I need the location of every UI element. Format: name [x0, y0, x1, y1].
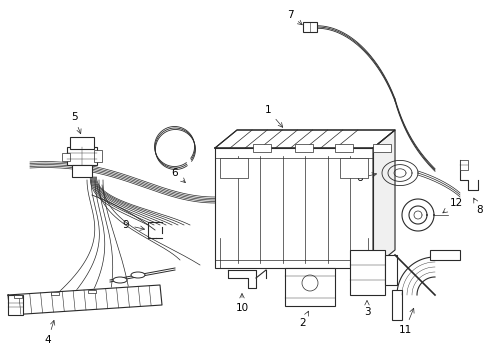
Text: 8: 8 [473, 198, 482, 215]
Text: 11: 11 [398, 308, 413, 335]
Text: 4: 4 [44, 320, 55, 345]
Bar [14, 295, 22, 298]
Bar [88, 290, 96, 293]
Bar [429, 250, 459, 260]
Bar [372, 144, 390, 152]
Bar [51, 292, 59, 295]
Bar [459, 160, 467, 170]
Text: 12: 12 [442, 198, 462, 213]
Bar [220, 158, 247, 178]
Text: 10: 10 [235, 293, 248, 313]
Bar [384, 255, 396, 285]
Text: 2: 2 [299, 311, 308, 328]
Polygon shape [215, 130, 394, 148]
Ellipse shape [113, 277, 127, 283]
Bar [334, 144, 352, 152]
Text: 5: 5 [71, 112, 81, 134]
Bar [339, 158, 367, 178]
Bar [70, 137, 94, 149]
Polygon shape [372, 130, 394, 268]
Text: 6: 6 [356, 173, 376, 183]
Text: 9: 9 [122, 220, 144, 230]
Text: 6: 6 [171, 168, 185, 183]
Circle shape [302, 275, 317, 291]
Polygon shape [396, 257, 434, 295]
Bar [252, 144, 270, 152]
Bar [391, 290, 401, 320]
Bar [67, 147, 97, 165]
Bar [94, 150, 102, 162]
Text: 3: 3 [363, 301, 369, 317]
Polygon shape [8, 285, 162, 315]
Bar [294, 144, 312, 152]
Bar [285, 268, 334, 306]
Bar [72, 165, 92, 177]
Polygon shape [227, 270, 256, 288]
Ellipse shape [131, 272, 145, 278]
Bar [349, 250, 384, 295]
Bar [215, 148, 372, 268]
Bar [303, 22, 316, 32]
Text: 1: 1 [264, 105, 282, 127]
Text: 7: 7 [286, 10, 302, 25]
Bar [62, 153, 70, 161]
Bar [8, 295, 23, 315]
